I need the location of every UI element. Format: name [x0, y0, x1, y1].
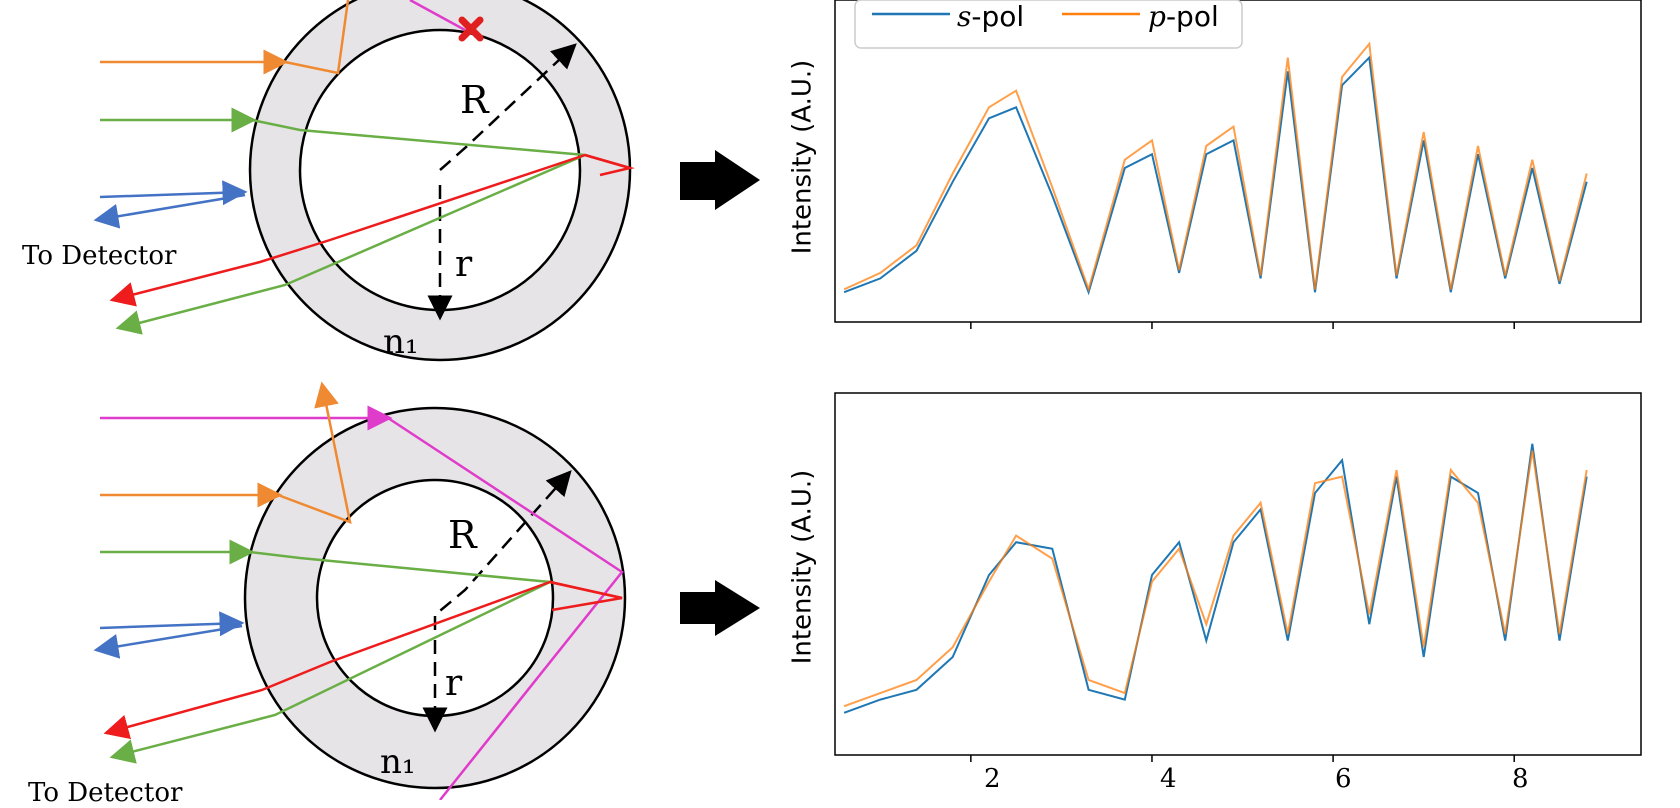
bottom-right-arrow — [680, 580, 760, 636]
bottom-chart-xtick-label-4: 4 — [1160, 764, 1177, 794]
top-diagram — [93, 0, 635, 362]
bottom-chart-s-pol-line — [843, 443, 1588, 714]
top-blue-ray — [93, 180, 248, 229]
bottom-label-n1: n₁ — [380, 742, 416, 782]
top-chart-p-pol-line — [843, 41, 1588, 293]
top-label-detector: To Detector — [22, 241, 177, 271]
top-chart-ylabel: Intensity (A.U.) — [787, 59, 818, 255]
bottom-magenta-ray — [100, 416, 624, 801]
top-label-r: r — [455, 244, 473, 285]
top-chart-legend — [854, 0, 1243, 49]
top-chart-axes-frame — [834, 0, 1642, 323]
legend-p-pol-prefix: p — [1148, 0, 1166, 33]
top-orange-ray — [100, 0, 350, 75]
bottom-chart-p-pol-line — [843, 450, 1588, 708]
bottom-blue-ray — [93, 611, 245, 659]
legend-p-pol-label: p-pol — [1148, 0, 1219, 33]
bottom-chart-xtick-label-6: 6 — [1335, 764, 1352, 794]
top-chart-s-pol-line — [843, 55, 1588, 296]
top-x-marker — [458, 16, 484, 42]
bottom-green-arrowhead-out — [109, 739, 137, 764]
bottom-diagram — [93, 381, 627, 801]
bottom-chart-ylabel: Intensity (A.U.) — [787, 469, 818, 665]
legend-box — [854, 0, 1243, 49]
bottom-chart-xtick-label-2: 2 — [984, 764, 1001, 794]
bottom-label-R: R — [448, 513, 477, 557]
legend-p-pol-suffix: -pol — [1165, 0, 1219, 33]
bottom-orange-ray — [100, 381, 352, 524]
top-label-R: R — [460, 78, 489, 122]
top-dashed-radii — [427, 43, 577, 321]
bottom-label-detector: To Detector — [28, 778, 183, 808]
bottom-chart-xticks — [970, 755, 1515, 762]
top-red-ray — [109, 153, 635, 307]
top-green-arrowhead-out — [115, 310, 143, 335]
top-label-n1: n₁ — [383, 322, 419, 362]
top-magenta-ray — [409, 0, 466, 32]
bottom-chart-axes-frame — [834, 392, 1642, 756]
top-chart — [834, 0, 1642, 329]
legend-s-pol-label: s-pol — [957, 0, 1024, 33]
bottom-red-ray — [103, 580, 623, 740]
top-chart-xticks — [970, 322, 1515, 329]
legend-s-pol-suffix: -pol — [971, 0, 1025, 33]
bottom-chart — [834, 392, 1642, 762]
bottom-chart-xtick-label-8: 8 — [1512, 764, 1529, 794]
top-right-arrow — [680, 150, 760, 210]
legend-s-pol-prefix: s — [957, 0, 972, 33]
bottom-label-r: r — [445, 663, 463, 704]
